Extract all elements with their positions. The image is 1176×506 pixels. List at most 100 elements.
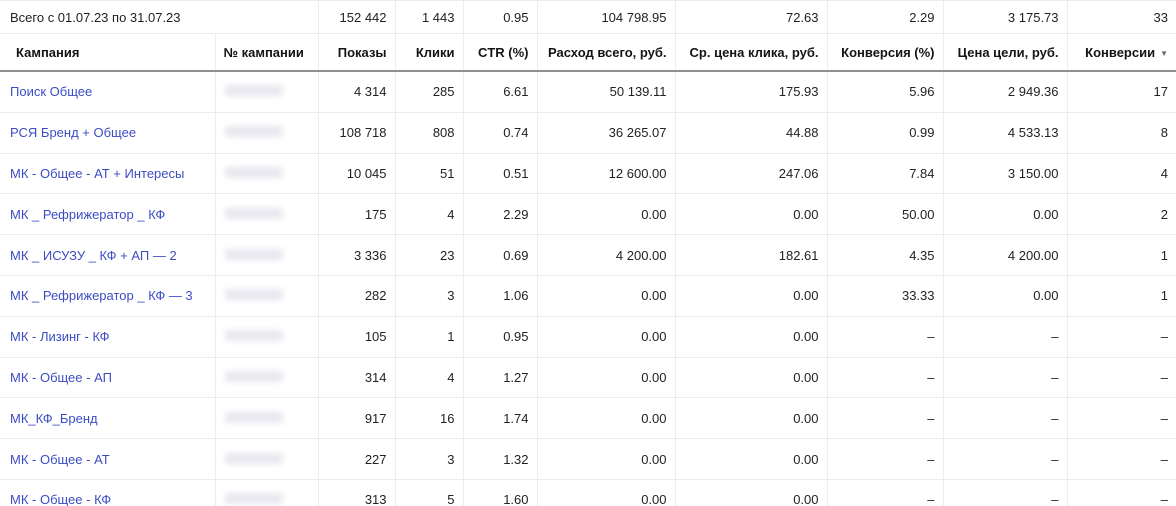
metric-cell: 0.00 xyxy=(536,316,676,358)
table-row: МК _ Рефрижератор _ КФ — 3 282 3 1.06 0.00 0.… xyxy=(0,275,1176,317)
metric-cell: 1 xyxy=(1066,275,1176,317)
metric-cell: – xyxy=(1066,438,1176,480)
campaign-link[interactable]: МК - Общее - АТ xyxy=(10,451,110,467)
col-header-total-cost[interactable]: Расход всего, руб. xyxy=(536,33,676,72)
campaign-number-redacted xyxy=(224,85,283,97)
summary-clicks: 1 443 xyxy=(394,0,464,34)
campaign-number-cell xyxy=(214,112,319,154)
metric-cell: 108 718 xyxy=(317,112,396,154)
metric-cell: – xyxy=(826,357,944,399)
table-row: РСЯ Бренд + Общее 108 718 808 0.74 36 265.07… xyxy=(0,112,1176,154)
campaign-number-cell xyxy=(214,397,319,440)
col-header-avg-cpc[interactable]: Ср. цена клика, руб. xyxy=(674,33,828,72)
col-header-clicks[interactable]: Клики xyxy=(394,33,464,72)
metric-cell: – xyxy=(826,438,944,480)
campaign-cell: МК_КФ_Бренд xyxy=(0,397,215,440)
metric-cell: 4 533.13 xyxy=(942,112,1068,154)
metric-cell: 0.00 xyxy=(674,357,828,399)
metric-cell: 1.60 xyxy=(462,479,538,506)
campaign-number-cell xyxy=(214,71,319,113)
summary-row: Всего с 01.07.23 по 31.07.23 152 442 1 4… xyxy=(0,0,1176,34)
campaign-link[interactable]: МК _ ИСУЗУ _ КФ + АП — 2 xyxy=(10,247,177,263)
metric-cell: – xyxy=(1066,479,1176,506)
campaign-link[interactable]: Поиск Общее xyxy=(10,84,93,100)
col-header-ctr[interactable]: CTR (%) xyxy=(462,33,538,72)
campaign-number-redacted xyxy=(224,166,283,178)
metric-cell: 0.00 xyxy=(536,193,676,236)
metric-cell: 17 xyxy=(1066,71,1176,113)
campaign-number-redacted xyxy=(224,207,283,219)
table-row: МК_КФ_Бренд 917 16 1.74 0.00 0.00– – – xyxy=(0,397,1176,440)
metric-cell: 4 xyxy=(394,193,464,236)
campaign-number-cell xyxy=(214,153,319,195)
metric-cell: 44.88 xyxy=(674,112,828,154)
campaign-link[interactable]: МК - Общее - КФ xyxy=(10,492,112,506)
col-header-campaign-number[interactable]: № кампании xyxy=(214,33,319,72)
table-row: МК - Общее - КФ 313 5 1.60 0.00 0.00– – – xyxy=(0,479,1176,506)
metric-cell: 0.00 xyxy=(674,193,828,236)
summary-goal-cost: 3 175.73 xyxy=(942,0,1068,34)
metric-cell: 0.00 xyxy=(536,479,676,506)
metric-cell: 0.00 xyxy=(674,438,828,480)
metric-cell: 4 314 xyxy=(317,71,396,113)
metric-cell: – xyxy=(1066,357,1176,399)
metric-cell: – xyxy=(826,316,944,358)
metric-cell: 175.93 xyxy=(674,71,828,113)
campaign-link[interactable]: МК - Лизинг - КФ xyxy=(10,329,110,345)
metric-cell: 51 xyxy=(394,153,464,195)
campaign-link[interactable]: МК - Общее - АТ + Интересы xyxy=(10,165,185,181)
campaign-link[interactable]: МК _ Рефрижератор _ КФ — 3 xyxy=(10,288,193,304)
campaign-number-redacted xyxy=(224,493,283,505)
table-row: МК _ Рефрижератор _ КФ 175 4 2.29 0.00 0.00 50… xyxy=(0,193,1176,236)
summary-label: Всего с 01.07.23 по 31.07.23 xyxy=(0,0,319,34)
campaign-cell: МК - Общее - КФ xyxy=(0,479,215,506)
campaign-link[interactable]: МК - Общее - АП xyxy=(10,369,112,385)
metric-cell: 3 xyxy=(394,438,464,480)
col-header-goal-cost[interactable]: Цена цели, руб. xyxy=(942,33,1068,72)
metric-cell: 1 xyxy=(1066,234,1176,276)
metric-cell: 4 xyxy=(394,357,464,399)
metric-cell: 1.27 xyxy=(462,357,538,399)
metric-cell: 0.00 xyxy=(674,316,828,358)
metric-cell: 50.00 xyxy=(826,193,944,236)
metric-cell: 0.00 xyxy=(674,275,828,317)
metric-cell: 1.06 xyxy=(462,275,538,317)
metric-cell: 105 xyxy=(317,316,396,358)
metric-cell: 313 xyxy=(317,479,396,506)
col-header-conversion-rate[interactable]: Конверсия (%) xyxy=(826,33,944,72)
metric-cell: 0.74 xyxy=(462,112,538,154)
col-header-campaign[interactable]: Кампания xyxy=(0,33,215,72)
metric-cell: 3 xyxy=(394,275,464,317)
campaign-link[interactable]: МК_КФ_Бренд xyxy=(10,410,98,426)
metric-cell: 1.74 xyxy=(462,397,538,440)
metric-cell: 0.00 xyxy=(536,275,676,317)
metric-cell: 182.61 xyxy=(674,234,828,276)
metric-cell: 0.69 xyxy=(462,234,538,276)
campaign-link[interactable]: МК _ Рефрижератор _ КФ xyxy=(10,206,166,222)
campaign-cell: МК _ Рефрижератор _ КФ xyxy=(0,193,215,236)
metric-cell: – xyxy=(942,397,1068,440)
table-row: Поиск Общее 4 314 285 6.61 50 139.11 175.93 5.… xyxy=(0,71,1176,113)
summary-impressions: 152 442 xyxy=(317,0,396,34)
campaign-cell: МК _ Рефрижератор _ КФ — 3 xyxy=(0,275,215,317)
metric-cell: 4 xyxy=(1066,153,1176,195)
metric-cell: 0.00 xyxy=(536,397,676,440)
sort-desc-icon: ▼ xyxy=(1160,48,1169,58)
metric-cell: – xyxy=(1066,316,1176,358)
metric-cell: 0.00 xyxy=(536,438,676,480)
campaign-cell: МК - Лизинг - КФ xyxy=(0,316,215,358)
metric-cell: 0.00 xyxy=(674,397,828,440)
metric-cell: 7.84 xyxy=(826,153,944,195)
metric-cell: 4.35 xyxy=(826,234,944,276)
col-header-impressions[interactable]: Показы xyxy=(317,33,396,72)
campaign-number-redacted xyxy=(224,248,283,260)
metric-cell: 0.00 xyxy=(674,479,828,506)
campaign-link[interactable]: РСЯ Бренд + Общее xyxy=(10,125,137,141)
campaign-number-redacted xyxy=(224,289,283,301)
metric-cell: – xyxy=(826,479,944,506)
col-header-conversions[interactable]: Конверсии ▼ xyxy=(1066,33,1176,72)
campaign-cell: МК - Общее - АТ xyxy=(0,438,215,480)
header-row: Кампания № кампании Показы Клики CTR (%)… xyxy=(0,33,1176,72)
